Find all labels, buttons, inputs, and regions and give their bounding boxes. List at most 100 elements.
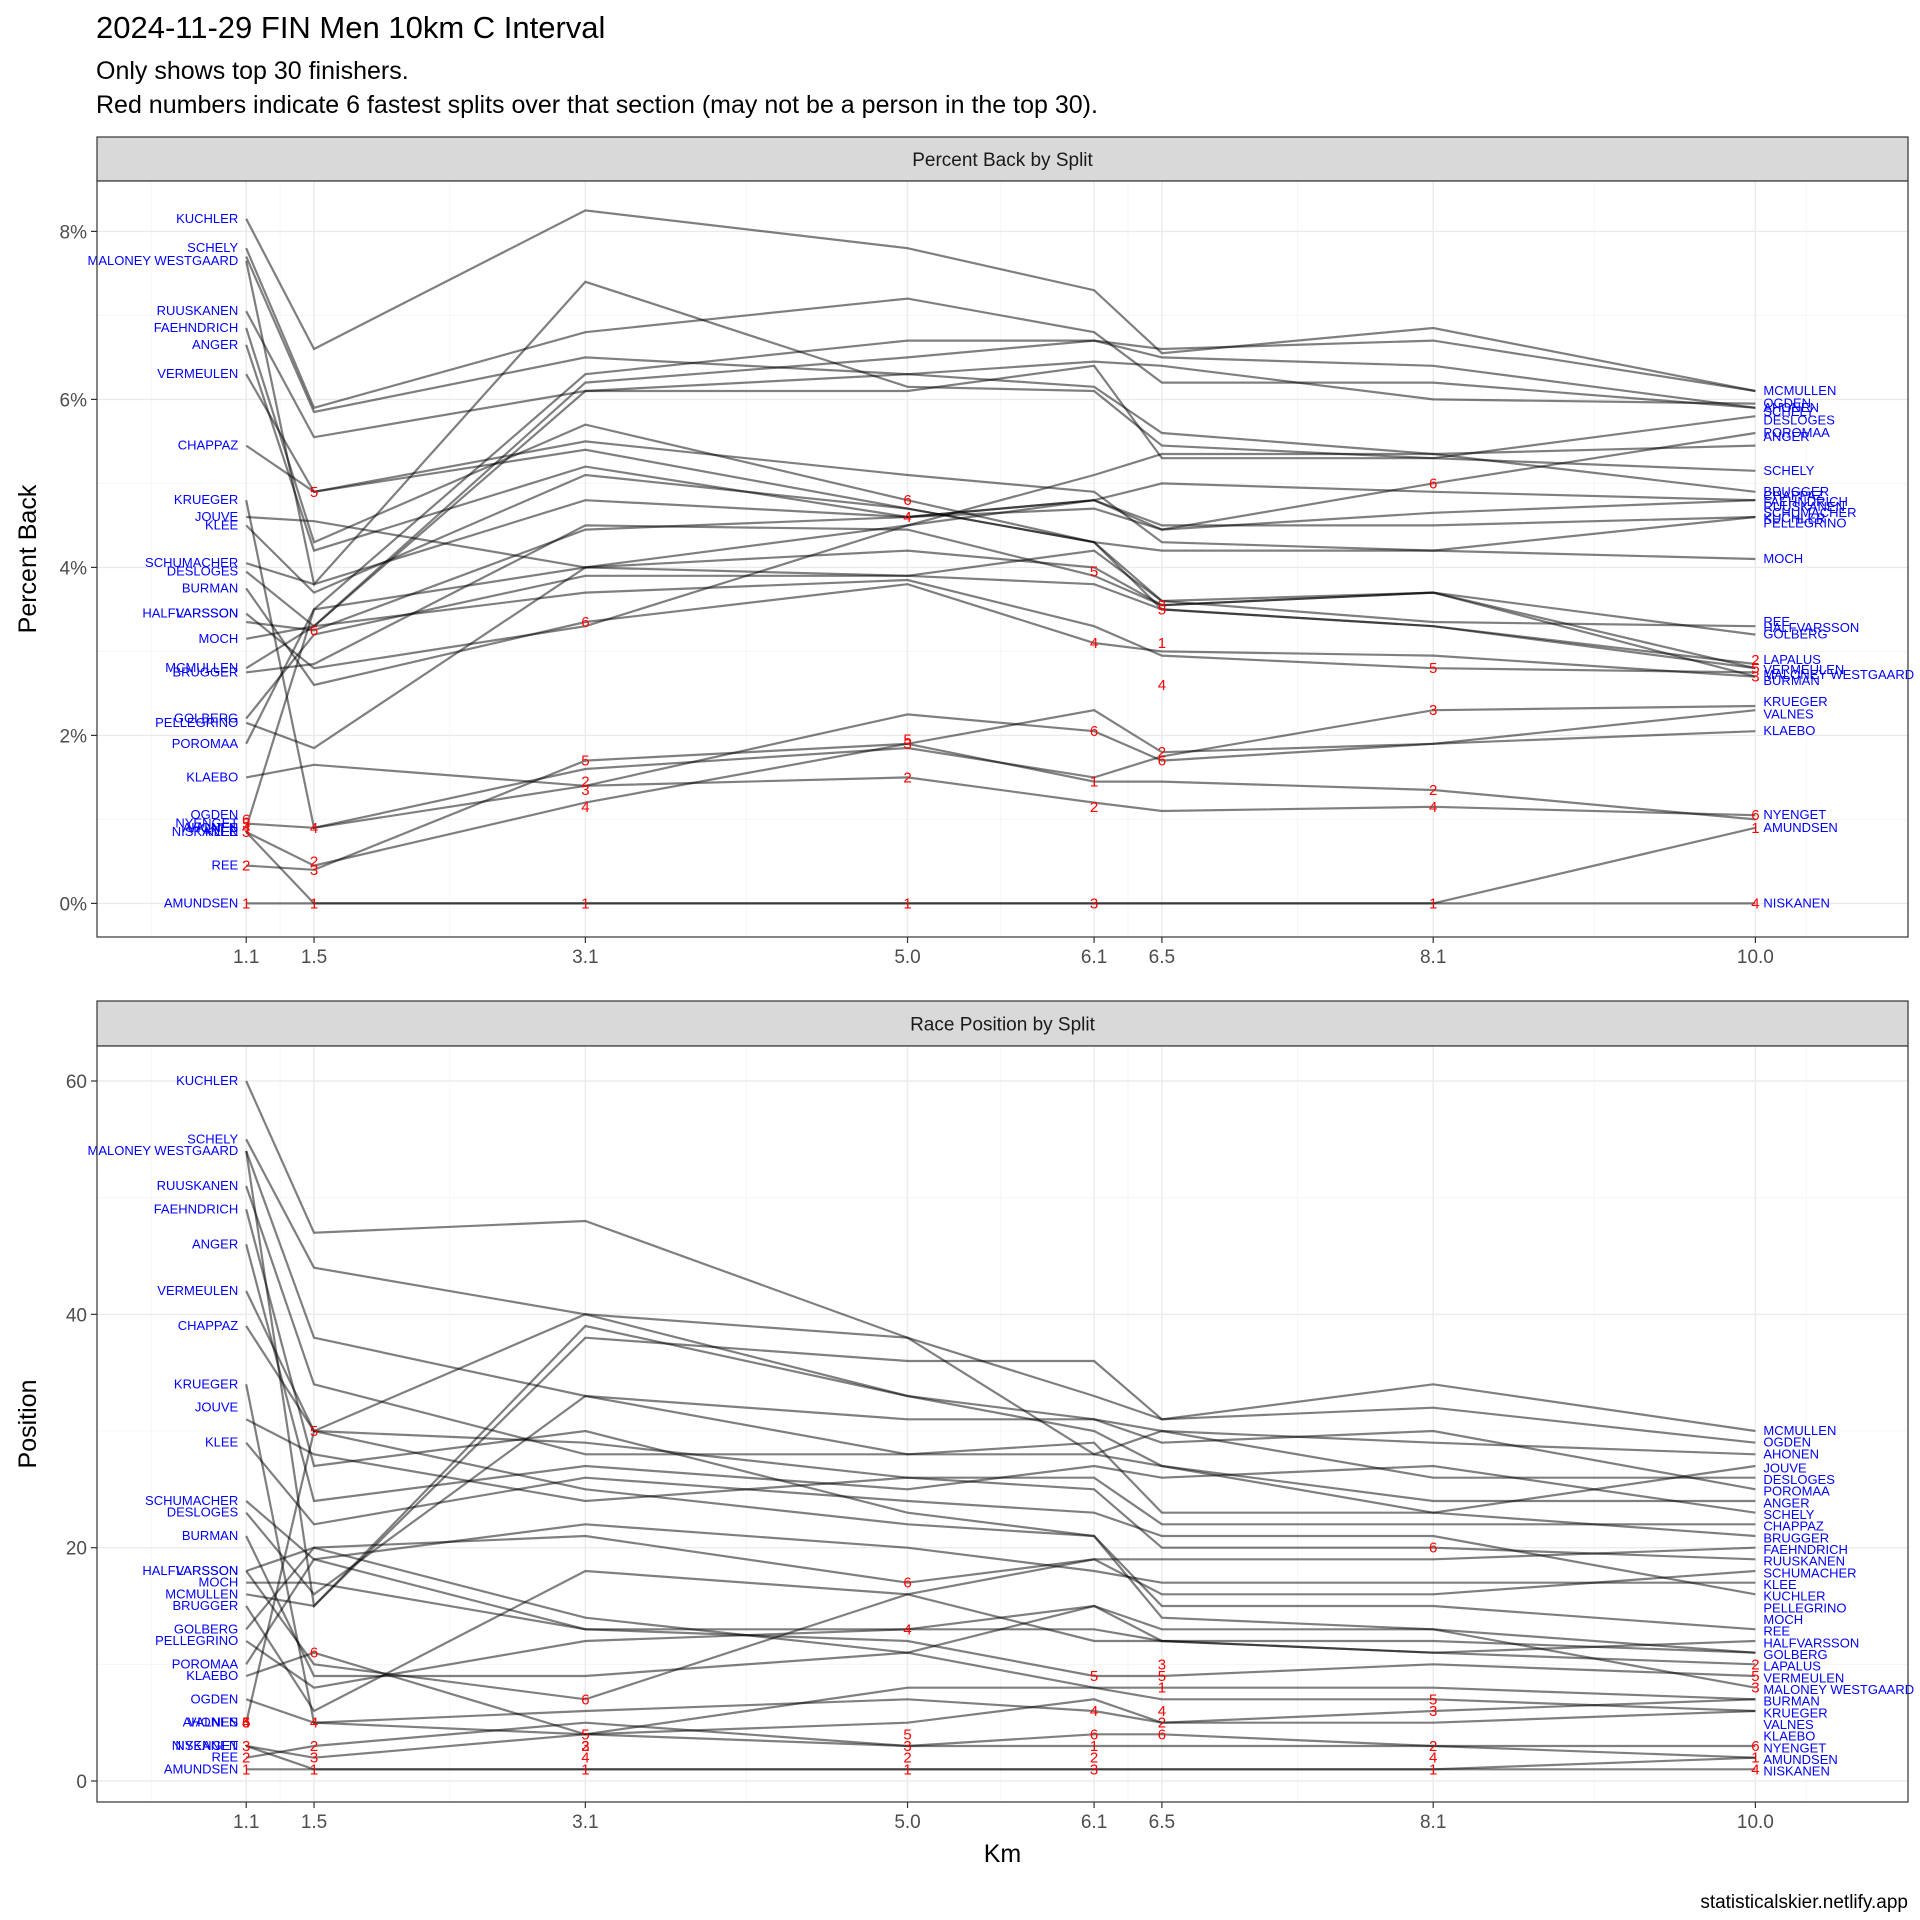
- right-name-label: KLEE: [1763, 1577, 1797, 1592]
- right-name-label: BURMAN: [1763, 673, 1819, 688]
- split-rank-label: 4: [1429, 1750, 1437, 1767]
- left-name-label: LARSSON: [176, 1563, 238, 1578]
- right-name-label: GOLBERG: [1763, 1647, 1827, 1662]
- left-name-label: FAEHNDRICH: [154, 1201, 239, 1216]
- x-tick-label: 3.1: [572, 947, 598, 968]
- right-name-label: HALFVARSSON: [1763, 1635, 1859, 1650]
- left-name-label: MCMULLEN: [165, 660, 238, 675]
- series-line-chappaz: [245, 440, 1756, 561]
- right-name-label: REE: [1763, 614, 1790, 629]
- right-name-label: KRUEGER: [1763, 694, 1827, 709]
- right-name-label: DESLOGES: [1763, 1472, 1835, 1487]
- split-rank-label: 5: [242, 1715, 250, 1732]
- series-line-ogden: [246, 776, 1756, 829]
- y-tick-label: 6%: [60, 390, 88, 411]
- series-line-nyenget: [246, 1698, 1756, 1759]
- split-rank-label: 5: [1429, 660, 1437, 677]
- panel-border: [96, 180, 1909, 938]
- left-name-label: VALNES: [188, 820, 239, 835]
- right-name-label: KRUEGER: [1763, 1705, 1827, 1720]
- split-rank-label: 5: [310, 484, 318, 501]
- split-rank-label: 4: [581, 1750, 589, 1767]
- left-name-label: VERMEULEN: [157, 1283, 238, 1298]
- split-rank-label: 6: [1751, 807, 1759, 824]
- x-tick-label: 5.0: [894, 1812, 920, 1833]
- split-rank-label: 5: [242, 816, 250, 833]
- left-name-label: JOUVE: [195, 509, 239, 524]
- right-name-label: LAPALUS: [1763, 652, 1821, 667]
- series-line-niskanen: [245, 831, 1756, 905]
- left-name-label: ANGER: [192, 337, 238, 352]
- left-name-label: AHONEN: [183, 820, 239, 835]
- split-rank-label: 1: [1429, 1761, 1437, 1778]
- split-rank-label: 4: [242, 1715, 250, 1732]
- series-line-krueger: [245, 1384, 1756, 1724]
- x-tick-label: 6.1: [1081, 1812, 1107, 1833]
- right-name-label: POROMAA: [1763, 1484, 1830, 1499]
- x-tick-label: 8.1: [1420, 947, 1446, 968]
- split-rank-label: 5: [581, 1726, 589, 1743]
- right-name-label: MALONEY WESTGAARD: [1763, 1682, 1914, 1697]
- right-name-label: HALFVARSSON: [1763, 620, 1859, 635]
- right-name-label: FAEHNDRICH: [1763, 1542, 1848, 1557]
- split-rank-label: 1: [581, 1761, 589, 1778]
- right-name-label: RUUSKANEN: [1763, 1554, 1845, 1569]
- split-rank-label: 3: [903, 1738, 911, 1755]
- split-rank-label: 5: [1158, 601, 1166, 618]
- right-name-label: SCHUMACHER: [1763, 1565, 1856, 1580]
- left-name-label: NYENGET: [175, 816, 238, 831]
- split-rank-label: 5: [1158, 1668, 1166, 1685]
- left-name-label: POROMAA: [172, 1656, 239, 1671]
- split-rank-label: 3: [581, 1738, 589, 1755]
- left-name-label: RUUSKANEN: [157, 303, 239, 318]
- right-name-label: AMUNDSEN: [1763, 1752, 1837, 1767]
- right-name-label: VALNES: [1763, 1717, 1814, 1732]
- x-tick-label: 6.5: [1149, 947, 1175, 968]
- series-line-klee: [245, 1441, 1756, 1596]
- y-tick-label: 4%: [60, 558, 88, 579]
- left-name-label: SCHELY: [187, 1131, 238, 1146]
- series-line-halfvarsson: [245, 1546, 1756, 1701]
- split-rank-label: 1: [242, 895, 250, 912]
- right-name-label: MOCH: [1763, 551, 1803, 566]
- left-name-label: FAEHNDRICH: [154, 320, 239, 335]
- right-name-label: PELLEGRINO: [1763, 516, 1846, 531]
- split-rank-label: 2: [1751, 652, 1759, 669]
- series-line-maloney-westgaard: [245, 1150, 1756, 1479]
- series-line-schely: [245, 247, 1756, 410]
- split-rank-label: 2: [1090, 799, 1098, 816]
- split-rank-label: 2: [1158, 1715, 1166, 1732]
- right-name-label: NISKANEN: [1763, 1764, 1829, 1779]
- split-rank-label: 4: [1158, 677, 1166, 694]
- right-name-label: ANGER: [1763, 429, 1809, 444]
- split-rank-label: 4: [1751, 1761, 1759, 1778]
- split-rank-label: 4: [310, 1715, 318, 1732]
- left-name-label: CHAPPAZ: [178, 1318, 238, 1333]
- split-rank-label: 2: [310, 1738, 318, 1755]
- right-name-label: POROMAA: [1763, 425, 1830, 440]
- right-name-label: MCMULLEN: [1763, 1423, 1836, 1438]
- left-name-label: HALFVARSSON: [142, 606, 238, 621]
- right-name-label: VERMEULEN: [1763, 1670, 1844, 1685]
- series-line-vermeulen: [245, 1290, 1756, 1654]
- split-rank-label: 6: [1429, 475, 1437, 492]
- series-line-schumacher: [245, 499, 1756, 586]
- left-name-label: KLEE: [205, 824, 239, 839]
- split-rank-label: 2: [903, 769, 911, 786]
- series-line-moch: [246, 1581, 1756, 1678]
- left-name-label: ANGER: [192, 1236, 238, 1251]
- split-rank-label: 3: [903, 736, 911, 753]
- left-name-label: AHONEN: [183, 1715, 239, 1730]
- left-name-label: HALFVARSSON: [142, 1563, 238, 1578]
- split-rank-label: 3: [581, 782, 589, 799]
- right-name-label: NYENGET: [1763, 807, 1826, 822]
- left-name-label: MALONEY WESTGAARD: [87, 1143, 238, 1158]
- panel-strip: [96, 1000, 1909, 1047]
- split-rank-label: 1: [1090, 1738, 1098, 1755]
- left-name-label: BRUGGER: [172, 664, 238, 679]
- x-tick-label: 10.0: [1737, 1812, 1774, 1833]
- left-name-label: OGDEN: [191, 807, 239, 822]
- split-rank-label: 3: [1158, 597, 1166, 614]
- left-name-label: BRUGGER: [172, 1598, 238, 1613]
- split-rank-label: 3: [1429, 702, 1437, 719]
